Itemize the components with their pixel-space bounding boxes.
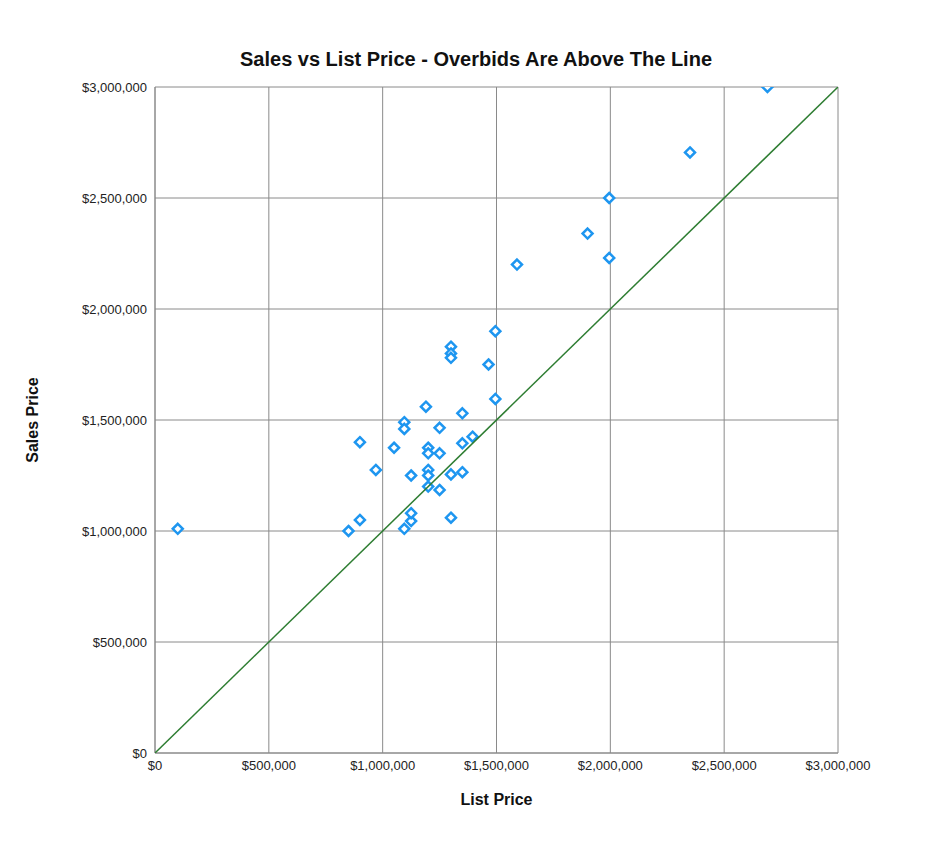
svg-text:$3,000,000: $3,000,000 xyxy=(805,758,870,773)
svg-text:$3,000,000: $3,000,000 xyxy=(82,80,147,95)
svg-text:$500,000: $500,000 xyxy=(93,635,147,650)
svg-text:$1,000,000: $1,000,000 xyxy=(350,758,415,773)
svg-text:$0: $0 xyxy=(133,746,147,761)
svg-text:$500,000: $500,000 xyxy=(242,758,296,773)
svg-text:Sales Price: Sales Price xyxy=(24,377,41,463)
svg-text:$1,500,000: $1,500,000 xyxy=(82,413,147,428)
svg-text:$1,500,000: $1,500,000 xyxy=(464,758,529,773)
svg-text:$2,000,000: $2,000,000 xyxy=(82,302,147,317)
svg-text:$2,000,000: $2,000,000 xyxy=(578,758,643,773)
svg-text:$0: $0 xyxy=(148,758,162,773)
svg-text:$2,500,000: $2,500,000 xyxy=(82,191,147,206)
html-text:Sales vs List Price - Overbids: Sales vs List Price - Overbids Are Above… xyxy=(240,48,712,70)
svg-text:$1,000,000: $1,000,000 xyxy=(82,524,147,539)
svg-text:List Price: List Price xyxy=(460,791,532,808)
svg-text:$2,500,000: $2,500,000 xyxy=(692,758,757,773)
